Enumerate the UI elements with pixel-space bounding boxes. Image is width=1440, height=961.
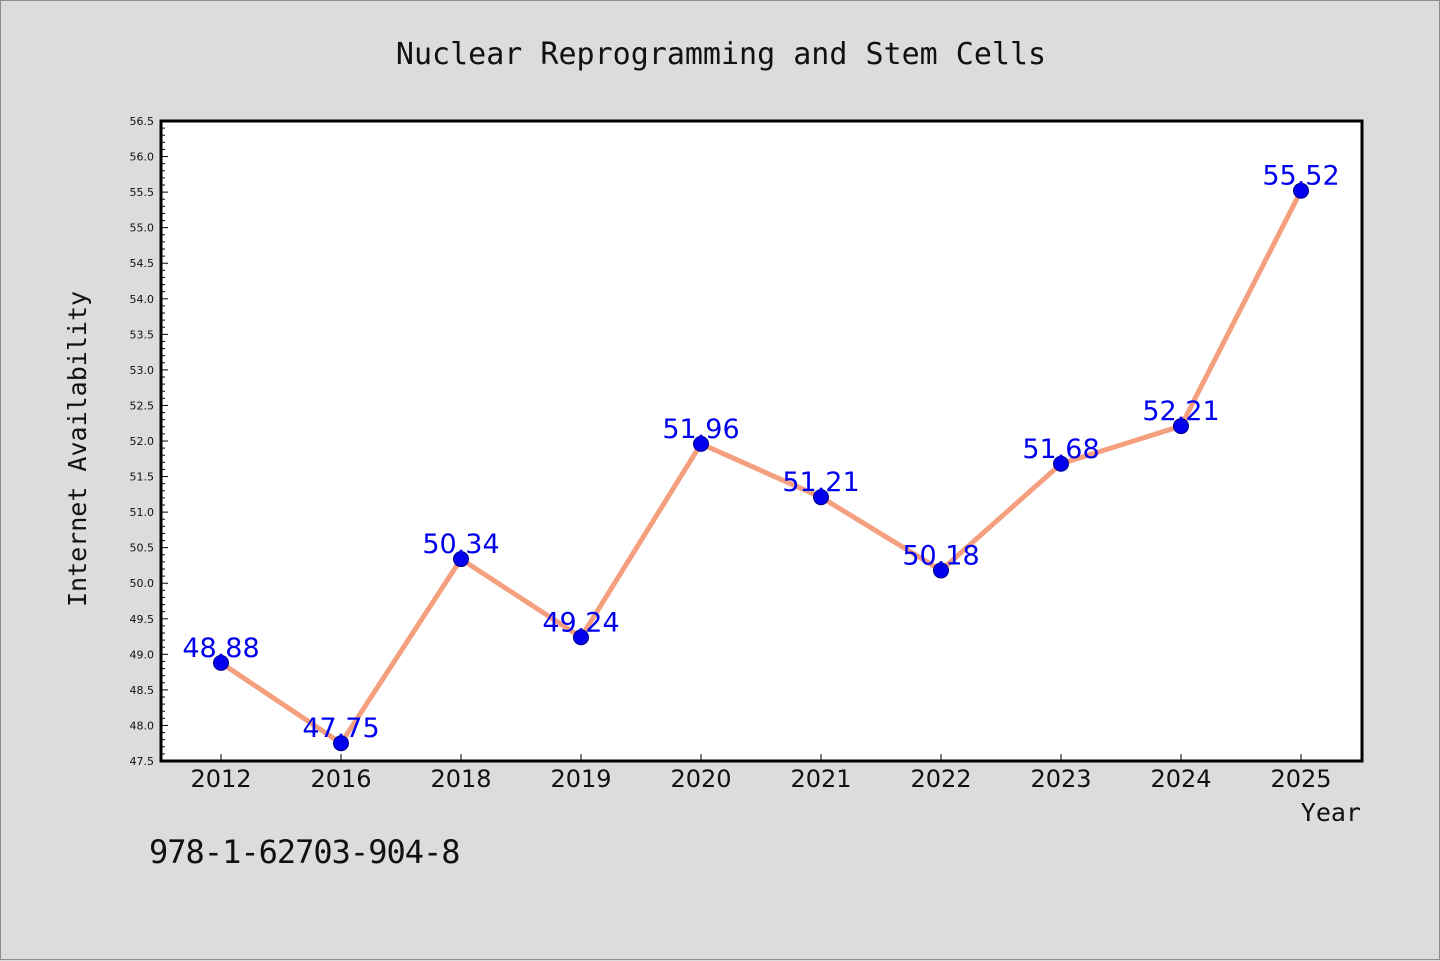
data-point (213, 654, 229, 671)
y-tick-label: 48.5 (130, 684, 155, 697)
series-line-group (219, 189, 1304, 746)
x-tick-label: 2022 (910, 765, 971, 793)
y-tick-label: 49.5 (130, 613, 155, 626)
plot-area (159, 119, 1364, 763)
y-tick-label: 53.0 (130, 364, 155, 377)
data-point (1293, 182, 1309, 199)
x-tick-label: 2019 (550, 765, 611, 793)
data-point (333, 735, 349, 752)
x-tick-label: 2024 (1150, 765, 1211, 793)
x-tick-label: 2021 (790, 765, 851, 793)
data-point (1173, 418, 1189, 435)
data-label: 50.18 (902, 540, 979, 571)
data-point (573, 629, 589, 646)
data-point (813, 489, 829, 506)
x-tick-label: 2025 (1270, 765, 1331, 793)
data-label: 47.75 (302, 713, 379, 744)
data-point (453, 551, 469, 568)
y-tick-label: 49.0 (130, 648, 155, 661)
y-tick-label: 56.5 (130, 115, 155, 128)
data-label: 55.52 (1262, 161, 1339, 192)
y-tick-label: 48.0 (130, 719, 155, 732)
y-tick-label: 50.5 (130, 542, 155, 555)
data-point (933, 562, 949, 579)
y-tick-label: 56.0 (130, 151, 155, 164)
x-axis-label: Year (1301, 798, 1361, 827)
data-label: 52.21 (1142, 396, 1219, 427)
y-tick-label: 54.5 (130, 257, 155, 270)
data-point (1053, 455, 1069, 472)
y-tick-label: 54.0 (130, 293, 155, 306)
y-tick-label: 51.0 (130, 506, 155, 519)
isbn-text: 978-1-62703-904-8 (149, 833, 461, 871)
data-labels-group: 48.88 47.75 50.34 49.24 51.96 51.21 50.18 51.68… (182, 161, 1339, 745)
y-tick-label: 55.5 (130, 186, 155, 199)
data-label: 48.88 (182, 633, 259, 664)
data-label: 50.34 (422, 529, 499, 560)
x-tick-label: 2016 (310, 765, 371, 793)
y-axis-label: Internet Availability (63, 291, 92, 607)
x-axis: 2012 2016 2018 2019 2020 2021 2022 2023 2024 2025 (190, 754, 1332, 793)
y-tick-label: 51.5 (130, 471, 155, 484)
markers-group (213, 182, 1309, 752)
y-tick-label: 47.5 (130, 755, 155, 768)
y-tick-label: 55.0 (130, 222, 155, 235)
y-axis: 47.5 48.0 48.5 49.0 49.5 50.0 50.5 51.0 51.5 52.0… (130, 115, 168, 768)
x-tick-label: 2020 (670, 765, 731, 793)
data-point (693, 435, 709, 452)
y-tick-label: 52.5 (130, 399, 155, 412)
data-label: 51.21 (782, 467, 859, 498)
x-tick-label: 2018 (430, 765, 491, 793)
x-tick-label: 2023 (1030, 765, 1091, 793)
y-tick-label: 53.5 (130, 328, 155, 341)
x-tick-label: 2012 (190, 765, 251, 793)
series-line (219, 189, 1304, 746)
data-label: 51.96 (662, 414, 739, 445)
data-label: 49.24 (542, 607, 619, 638)
chart-title: Nuclear Reprogramming and Stem Cells (396, 37, 1046, 72)
y-tick-label: 52.0 (130, 435, 155, 448)
data-label: 51.68 (1022, 434, 1099, 465)
y-tick-label: 50.0 (130, 577, 155, 590)
